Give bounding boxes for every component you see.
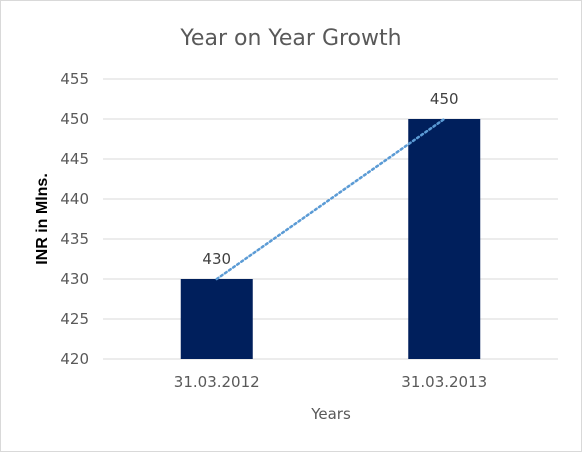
y-tick-label: 430 (60, 270, 89, 288)
y-tick-label: 450 (60, 110, 89, 128)
y-tick-label: 445 (60, 150, 89, 168)
y-tick-label: 440 (60, 190, 89, 208)
y-tick-label: 420 (60, 350, 89, 368)
y-axis-ticks: 420 425 430 435 440 445 450 455 (60, 70, 89, 368)
data-label: 450 (430, 90, 459, 108)
bars (180, 119, 481, 359)
y-tick-label: 435 (60, 230, 89, 248)
bar (408, 119, 481, 359)
data-label: 430 (202, 250, 231, 268)
y-tick-label: 455 (60, 70, 89, 88)
x-tick-label: 31.03.2012 (174, 373, 260, 391)
chart-title: Year on Year Growth (179, 26, 401, 51)
x-axis-ticks: 31.03.2012 31.03.2013 (174, 373, 487, 391)
x-axis-title: Years (310, 405, 351, 423)
bar (180, 279, 253, 359)
trendline-group (215, 117, 446, 281)
trendline (215, 117, 446, 281)
gridlines (103, 78, 558, 360)
y-axis-title: INR in Mlns. (34, 173, 51, 265)
data-labels: 430 450 (202, 90, 458, 268)
y-tick-label: 425 (60, 310, 89, 328)
x-tick-label: 31.03.2013 (401, 373, 487, 391)
